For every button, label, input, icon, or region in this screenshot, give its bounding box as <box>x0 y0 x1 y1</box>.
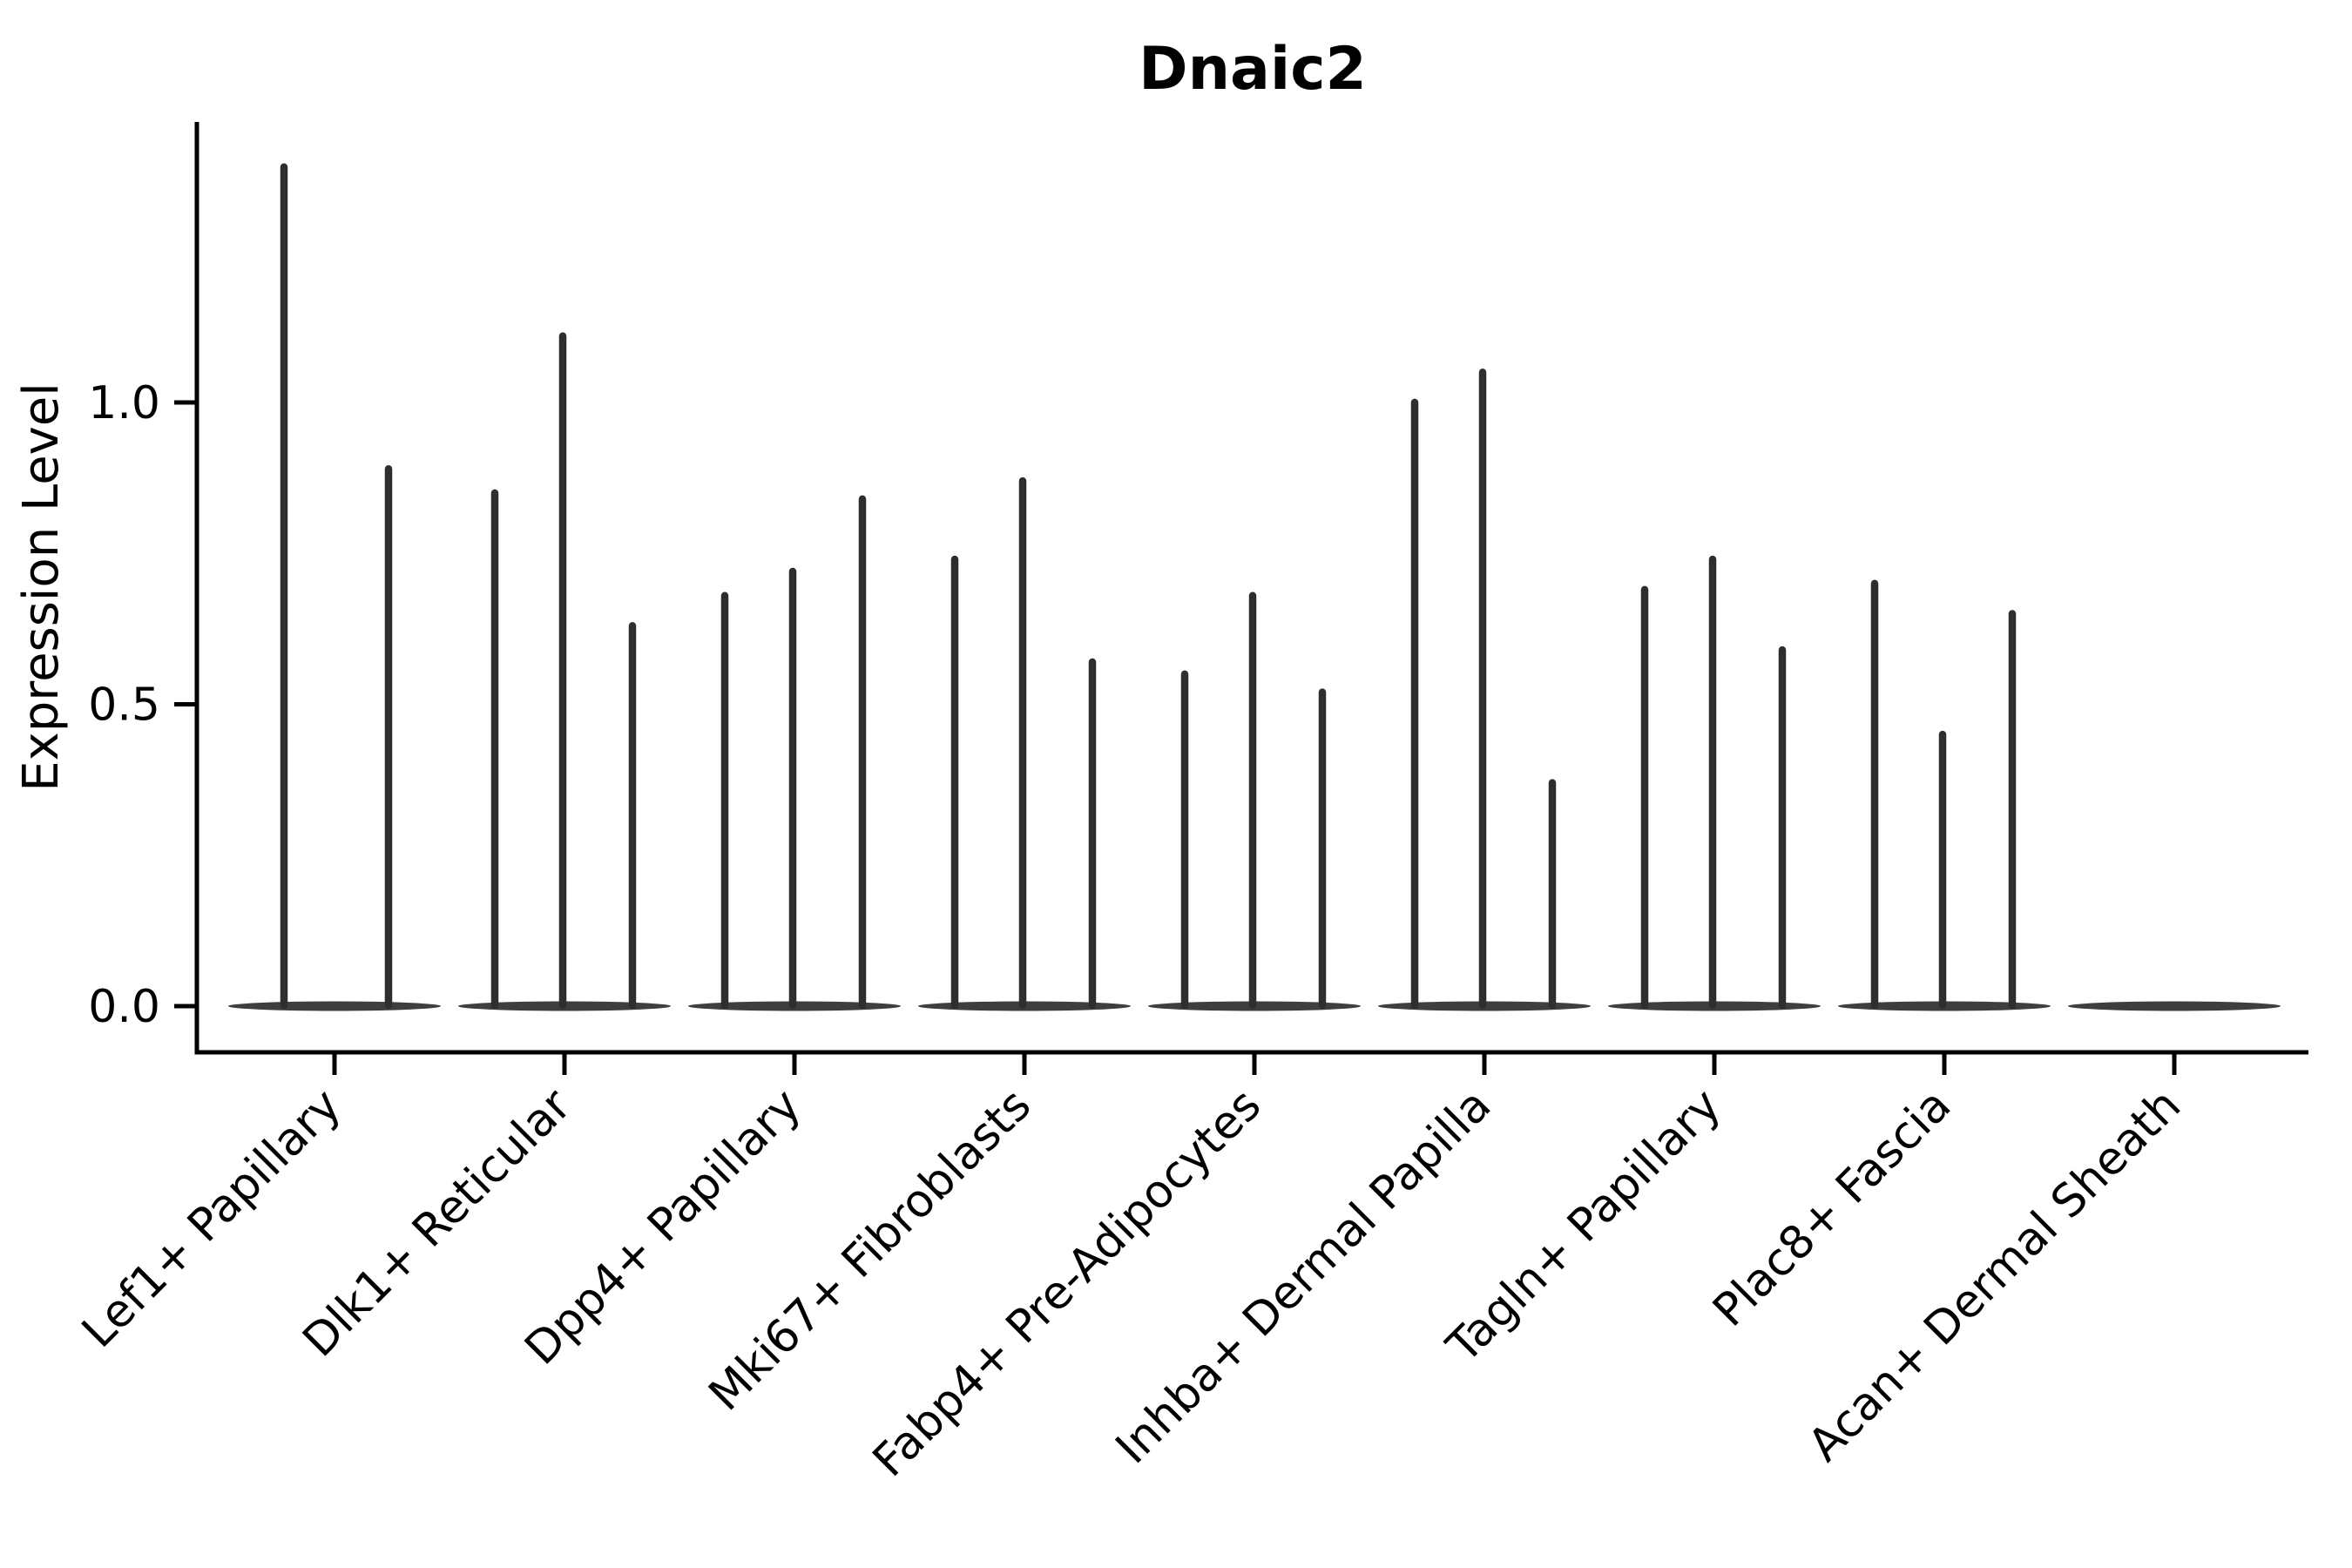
y-tick-label: 0.0 <box>88 981 160 1033</box>
violin-base <box>228 1001 441 1011</box>
violin-base <box>2068 1001 2281 1011</box>
y-tick-label: 0.5 <box>88 679 160 732</box>
chart-title: Dnaic2 <box>1139 35 1367 104</box>
y-axis-label: Expression Level <box>13 382 70 792</box>
y-tick-label: 1.0 <box>88 377 160 429</box>
